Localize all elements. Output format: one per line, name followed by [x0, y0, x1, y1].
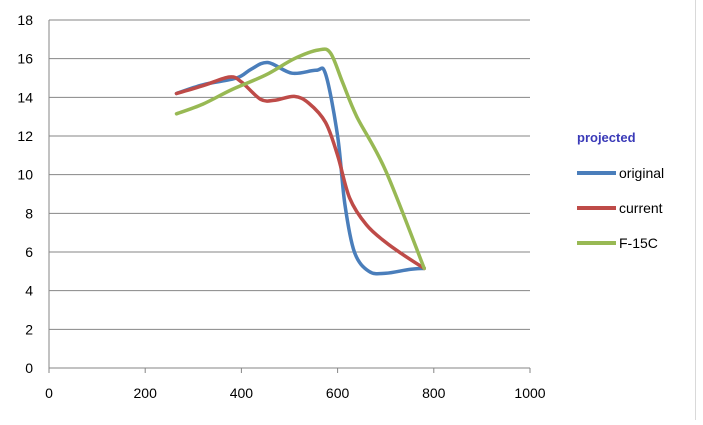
x-tick-label: 600	[326, 385, 350, 401]
legend-label: F-15C	[619, 235, 658, 251]
x-tick-label: 400	[230, 385, 254, 401]
series-line-current	[174, 75, 426, 271]
y-tick-label: 16	[17, 51, 33, 67]
legend: projected original current F-15C	[577, 130, 664, 251]
series-line-original	[174, 60, 426, 276]
y-tick-label: 12	[17, 128, 33, 144]
y-tick-label: 0	[25, 360, 33, 376]
x-tick-label: 1000	[514, 385, 545, 401]
y-tick-label: 4	[25, 283, 33, 299]
series-lines	[174, 47, 426, 276]
y-tick-label: 2	[25, 321, 33, 337]
spreadsheet-gridline	[695, 0, 703, 420]
x-tick-label: 200	[134, 385, 158, 401]
y-tick-label: 8	[25, 205, 33, 221]
axes: 0 2 4 6 8 10 12 14 16 18 0 200 400 600 800 1000	[17, 12, 545, 401]
y-tick-label: 6	[25, 244, 33, 260]
legend-label: current	[619, 200, 663, 216]
gridlines	[49, 19, 530, 369]
series-line-f-15c	[174, 47, 426, 271]
y-tick-label: 10	[17, 167, 33, 183]
legend-label: original	[619, 165, 664, 181]
x-tick-label: 800	[422, 385, 446, 401]
legend-title: projected	[577, 130, 636, 145]
y-tick-label: 14	[17, 89, 33, 105]
x-tick-label: 0	[45, 385, 53, 401]
y-tick-label: 18	[17, 12, 33, 28]
